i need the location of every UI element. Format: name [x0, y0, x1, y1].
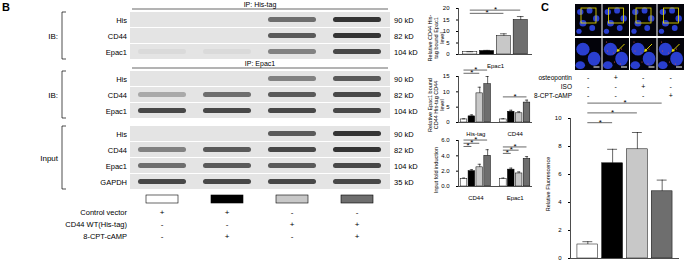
- svg-text:-: -: [615, 83, 618, 90]
- html-text:Input fold induction: Input fold induction: [433, 146, 439, 194]
- svg-text:*: *: [599, 118, 602, 127]
- svg-text:-: -: [670, 83, 673, 90]
- svg-text:-: -: [615, 92, 618, 99]
- svg-text:CD44 WT(His-tag): CD44 WT(His-tag): [65, 220, 127, 229]
- svg-text:ISO: ISO: [561, 83, 572, 90]
- svg-text:+: +: [160, 208, 165, 217]
- svg-text:90 kD: 90 kD: [394, 16, 414, 25]
- svg-text:0: 0: [558, 255, 562, 261]
- html-text:Relative Fluorescence: Relative Fluorescence: [545, 156, 551, 212]
- svg-text:*: *: [470, 138, 473, 147]
- svg-text:Epac1: Epac1: [507, 195, 525, 201]
- svg-text:+: +: [355, 232, 360, 241]
- svg-text:Control vector: Control vector: [80, 208, 127, 217]
- svg-text:IP: His-tag: IP: His-tag: [244, 1, 277, 9]
- svg-text:-: -: [642, 74, 645, 81]
- svg-text:0.0: 0.0: [441, 183, 450, 189]
- svg-text:GAPDH: GAPDH: [100, 178, 127, 187]
- svg-text:10: 10: [443, 28, 450, 34]
- svg-text:*: *: [506, 148, 509, 157]
- svg-text:104 kD: 104 kD: [394, 48, 418, 57]
- svg-text:*: *: [514, 142, 517, 151]
- svg-text:CD44: CD44: [108, 32, 127, 41]
- svg-text:*: *: [474, 135, 477, 144]
- html-text:Relative CD44 His-tag bound Ep: Relative CD44 His-tag bound Epac1 level: [426, 14, 445, 62]
- svg-text:2: 2: [558, 227, 562, 233]
- svg-text:-: -: [670, 74, 673, 81]
- svg-text:20: 20: [443, 5, 450, 11]
- svg-text:+: +: [614, 74, 618, 81]
- svg-text:10: 10: [443, 89, 450, 95]
- svg-text:-: -: [642, 92, 645, 99]
- svg-text:C: C: [541, 1, 549, 13]
- svg-text:4.0: 4.0: [441, 153, 450, 159]
- svg-text:-: -: [291, 208, 294, 217]
- svg-text:Input: Input: [40, 154, 59, 163]
- svg-text:Epac1: Epac1: [106, 48, 127, 57]
- svg-text:His-tag: His-tag: [466, 130, 486, 137]
- svg-text:+: +: [641, 83, 645, 90]
- svg-text:-: -: [161, 220, 164, 229]
- svg-text:4: 4: [558, 199, 562, 205]
- svg-text:His: His: [116, 75, 127, 84]
- svg-text:104 kD: 104 kD: [394, 162, 418, 171]
- svg-text:+: +: [225, 208, 230, 217]
- svg-text:CD44: CD44: [108, 91, 127, 100]
- svg-text:Epac1: Epac1: [106, 107, 127, 116]
- svg-text:104 kD: 104 kD: [394, 107, 418, 116]
- svg-text:82 kD: 82 kD: [394, 146, 414, 155]
- svg-text:82 kD: 82 kD: [394, 91, 414, 100]
- svg-text:+: +: [225, 232, 230, 241]
- svg-text:CD44: CD44: [508, 131, 524, 137]
- svg-text:2.0: 2.0: [441, 168, 450, 174]
- svg-text:15: 15: [443, 73, 450, 79]
- svg-text:+: +: [355, 220, 360, 229]
- svg-text:-: -: [291, 232, 294, 241]
- svg-text:IB:: IB:: [48, 32, 58, 41]
- svg-text:-: -: [226, 220, 229, 229]
- svg-text:*: *: [514, 92, 517, 101]
- svg-text:90 kD: 90 kD: [394, 75, 414, 84]
- svg-text:35 kD: 35 kD: [394, 178, 414, 187]
- svg-text:-: -: [587, 92, 590, 99]
- svg-text:5: 5: [446, 40, 450, 46]
- svg-text:-: -: [587, 83, 590, 90]
- svg-text:Epac1: Epac1: [487, 63, 505, 69]
- svg-text:CD44: CD44: [108, 146, 127, 155]
- svg-text:*: *: [611, 108, 614, 117]
- svg-text:His: His: [116, 130, 127, 139]
- svg-text:8: 8: [558, 143, 562, 149]
- svg-text:5: 5: [446, 104, 450, 110]
- svg-text:*: *: [510, 145, 513, 154]
- svg-text:-: -: [356, 208, 359, 217]
- html-text:Relative Epac1 bound CD44 His-: Relative Epac1 bound CD44 His-tag CD44 l…: [426, 78, 445, 132]
- svg-text:90 kD: 90 kD: [394, 130, 414, 139]
- svg-text:His: His: [116, 16, 127, 25]
- svg-text:*: *: [623, 98, 626, 107]
- svg-text:-: -: [587, 74, 590, 81]
- svg-text:osteopontin: osteopontin: [538, 74, 572, 82]
- svg-text:*: *: [486, 8, 489, 17]
- svg-text:CD44: CD44: [468, 195, 484, 201]
- svg-text:-: -: [161, 232, 164, 241]
- svg-text:*: *: [466, 141, 469, 150]
- svg-text:+: +: [290, 220, 295, 229]
- svg-text:8-CPT-cAMP: 8-CPT-cAMP: [83, 232, 127, 241]
- svg-text:8-CPT-cAMP: 8-CPT-cAMP: [534, 92, 572, 99]
- svg-text:+: +: [669, 92, 673, 99]
- svg-text:0: 0: [446, 119, 450, 125]
- svg-text:*: *: [494, 5, 497, 14]
- svg-text:*: *: [474, 65, 477, 74]
- svg-text:6.0: 6.0: [441, 137, 450, 143]
- svg-text:Epac1: Epac1: [106, 162, 127, 171]
- svg-text:10: 10: [555, 115, 562, 121]
- svg-text:B: B: [2, 1, 10, 13]
- svg-text:15: 15: [443, 17, 450, 23]
- svg-text:*: *: [470, 68, 473, 77]
- svg-text:IB:: IB:: [48, 91, 58, 100]
- svg-text:6: 6: [558, 171, 562, 177]
- svg-text:IP: Epac1: IP: Epac1: [245, 60, 275, 68]
- svg-text:82 kD: 82 kD: [394, 32, 414, 41]
- svg-text:0: 0: [446, 51, 450, 57]
